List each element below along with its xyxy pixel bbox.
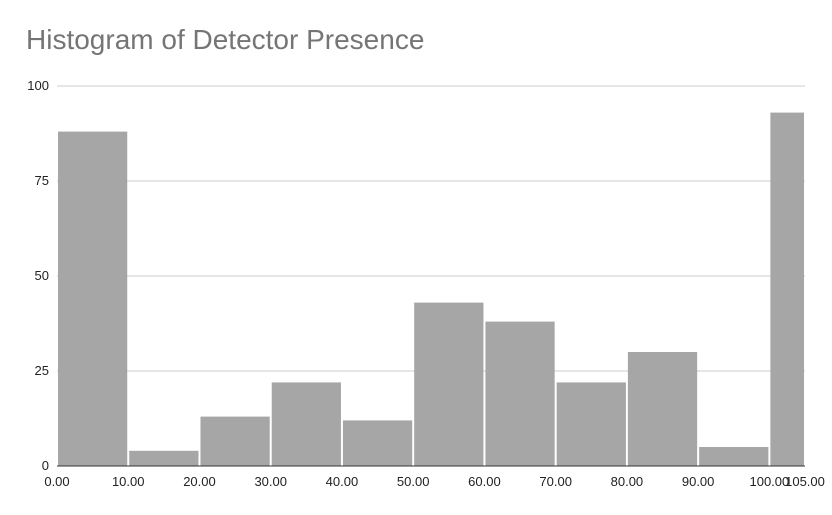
- y-tick-label: 25: [35, 363, 49, 378]
- histogram-bar: [485, 321, 555, 466]
- x-tick-label: 30.00: [254, 474, 287, 489]
- histogram-bar: [627, 352, 698, 466]
- histogram-bar: [271, 382, 341, 466]
- histogram-bar: [58, 131, 128, 466]
- x-tick-label: 50.00: [397, 474, 430, 489]
- histogram-bar: [770, 112, 804, 466]
- histogram-bar: [342, 420, 413, 466]
- x-tick-label: 10.00: [112, 474, 145, 489]
- x-tick-label: 0.00: [44, 474, 69, 489]
- x-tick-label: 100.00: [749, 474, 789, 489]
- y-tick-label: 50: [35, 268, 49, 283]
- x-tick-label: 70.00: [539, 474, 572, 489]
- x-tick-label: 90.00: [682, 474, 715, 489]
- y-tick-label: 0: [42, 458, 49, 473]
- histogram-bar: [200, 416, 270, 466]
- x-tick-label: 20.00: [183, 474, 216, 489]
- y-tick-label: 75: [35, 173, 49, 188]
- histogram-bar: [414, 302, 484, 466]
- histogram-bar: [556, 382, 626, 466]
- chart-title: Histogram of Detector Presence: [26, 24, 425, 55]
- histogram-bar: [699, 447, 769, 466]
- x-tick-label: 105.00: [785, 474, 825, 489]
- x-tick-label: 60.00: [468, 474, 501, 489]
- x-tick-label: 80.00: [611, 474, 644, 489]
- x-tick-label: 40.00: [326, 474, 359, 489]
- y-tick-label: 100: [27, 78, 49, 93]
- histogram-bar: [129, 450, 199, 466]
